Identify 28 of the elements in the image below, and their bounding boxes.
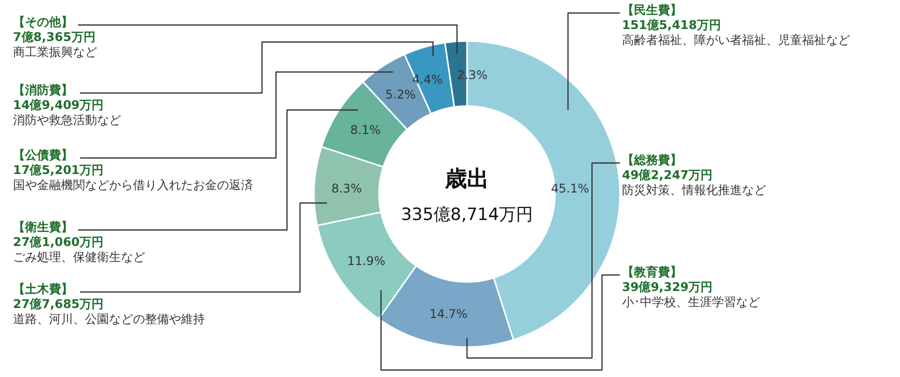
text: ごみ処理、保健衛生など (13, 250, 146, 265)
text: 防災対策、情報化推進など (622, 183, 767, 198)
text: 7億8,365万円 (13, 30, 96, 45)
slice-label: 【消防費】 (13, 83, 74, 98)
text: 27億7,685万円 (13, 297, 105, 312)
data-label: 14.7% (429, 307, 468, 322)
text: 国や金融機関などから借り入れたお金の返済 (13, 178, 254, 193)
data-label: 8.3% (331, 182, 362, 196)
slice-label: 【総務費】 (622, 153, 683, 168)
text: 14億9,409万円 (13, 98, 105, 113)
text: 消防や救急活動など (13, 113, 122, 128)
text: 27億1,060万円 (13, 235, 105, 250)
slice-label: 【教育費】 (622, 265, 683, 280)
text: 39億9,329万円 (622, 280, 714, 295)
text: 道路、河川、公園などの整備や維持 (13, 312, 206, 327)
slice-label: 【公債費】 (13, 148, 74, 163)
text: 小･中学校、生涯学習など (622, 295, 761, 310)
text: 商工業振興など (13, 45, 98, 60)
slice-label: 【民生費】 (622, 3, 683, 18)
text: 17億5,201万円 (13, 163, 105, 178)
text: 高齢者福祉、障がい者福祉、児童福祉など (622, 33, 851, 48)
slice-label: 【土木費】 (13, 282, 74, 297)
text: 335億8,714万円 (400, 205, 534, 225)
text: 151億5,418万円 (622, 18, 722, 33)
text: 49億2,247万円 (622, 168, 714, 183)
slice-label: 【衛生費】 (13, 220, 74, 235)
slice-label: 【その他】 (13, 15, 74, 30)
text: 歳出 (444, 167, 489, 192)
